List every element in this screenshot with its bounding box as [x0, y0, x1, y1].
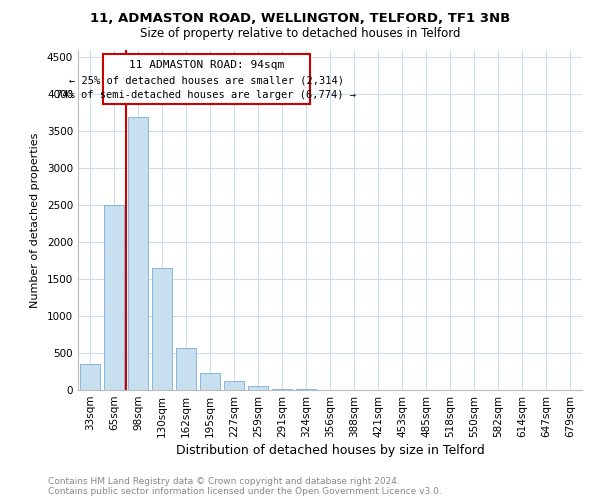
Bar	[224, 381, 244, 390]
X-axis label: Distribution of detached houses by size in Telford: Distribution of detached houses by size …	[176, 444, 484, 457]
Text: ← 25% of detached houses are smaller (2,314): ← 25% of detached houses are smaller (2,…	[69, 76, 344, 86]
Text: Contains public sector information licensed under the Open Government Licence v3: Contains public sector information licen…	[48, 487, 442, 496]
Bar	[128, 116, 148, 390]
Y-axis label: Number of detached properties: Number of detached properties	[30, 132, 40, 308]
FancyBboxPatch shape	[103, 54, 310, 104]
Text: 11 ADMASTON ROAD: 94sqm: 11 ADMASTON ROAD: 94sqm	[129, 60, 284, 70]
Bar	[176, 348, 196, 390]
Bar	[80, 364, 100, 390]
Text: 74% of semi-detached houses are larger (6,774) →: 74% of semi-detached houses are larger (…	[56, 90, 356, 100]
Bar	[272, 388, 292, 390]
Bar	[248, 386, 268, 390]
Text: Contains HM Land Registry data © Crown copyright and database right 2024.: Contains HM Land Registry data © Crown c…	[48, 477, 400, 486]
Bar	[200, 374, 220, 390]
Bar	[152, 268, 172, 390]
Text: 11, ADMASTON ROAD, WELLINGTON, TELFORD, TF1 3NB: 11, ADMASTON ROAD, WELLINGTON, TELFORD, …	[90, 12, 510, 26]
Bar	[104, 205, 124, 390]
Text: Size of property relative to detached houses in Telford: Size of property relative to detached ho…	[140, 28, 460, 40]
